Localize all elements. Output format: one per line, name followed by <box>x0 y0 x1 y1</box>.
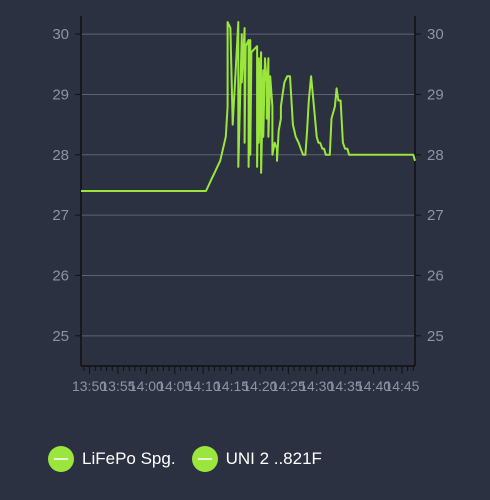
legend-label: UNI 2 ..821F <box>225 449 322 468</box>
x-tick-label: 14:45 <box>384 378 419 394</box>
legend-dot-icon <box>48 446 74 472</box>
y-tick-label: 27 <box>52 207 69 224</box>
legend-item-lifepo[interactable]: LiFePo Spg. <box>48 446 176 472</box>
x-tick-label: 14:35 <box>328 378 363 394</box>
x-tick-label: 14:40 <box>356 378 391 394</box>
y-tick-label: 27 <box>427 207 444 224</box>
x-axis: 13:5013:5514:0014:0514:1014:1514:2014:25… <box>72 378 420 394</box>
y-tick-label: 28 <box>52 147 69 164</box>
x-tick-label: 14:30 <box>299 378 334 394</box>
series-line <box>81 21 416 192</box>
y-axis-left: 25 26 27 28 29 30 <box>52 26 69 345</box>
y-axis-right: 25 26 27 28 29 30 <box>427 26 444 345</box>
legend: LiFePo Spg. UNI 2 ..821F <box>48 446 322 472</box>
y-tick-label: 26 <box>427 267 444 284</box>
x-tick-label: 14:05 <box>157 378 192 394</box>
x-tick-label: 13:55 <box>100 378 135 394</box>
x-tick-label: 14:25 <box>271 378 306 394</box>
y-tick-label: 29 <box>52 86 69 103</box>
x-tick-label: 14:15 <box>214 378 249 394</box>
x-tick-label: 14:00 <box>129 378 164 394</box>
y-tick-label: 28 <box>427 147 444 164</box>
x-tick-label: 14:10 <box>186 378 221 394</box>
legend-label: LiFePo Spg. <box>82 449 176 468</box>
legend-item-uni2[interactable]: UNI 2 ..821F <box>191 446 322 472</box>
axes <box>75 16 421 374</box>
y-tick-label: 25 <box>427 328 444 345</box>
y-tick-label: 30 <box>427 26 444 43</box>
x-tick-label: 14:20 <box>242 378 277 394</box>
y-tick-label: 26 <box>52 267 69 284</box>
y-tick-label: 30 <box>52 26 69 43</box>
y-tick-label: 25 <box>52 328 69 345</box>
legend-dot-icon <box>191 446 218 472</box>
series-lines <box>81 21 416 192</box>
x-tick-label: 13:50 <box>72 378 107 394</box>
y-tick-label: 29 <box>427 86 444 103</box>
